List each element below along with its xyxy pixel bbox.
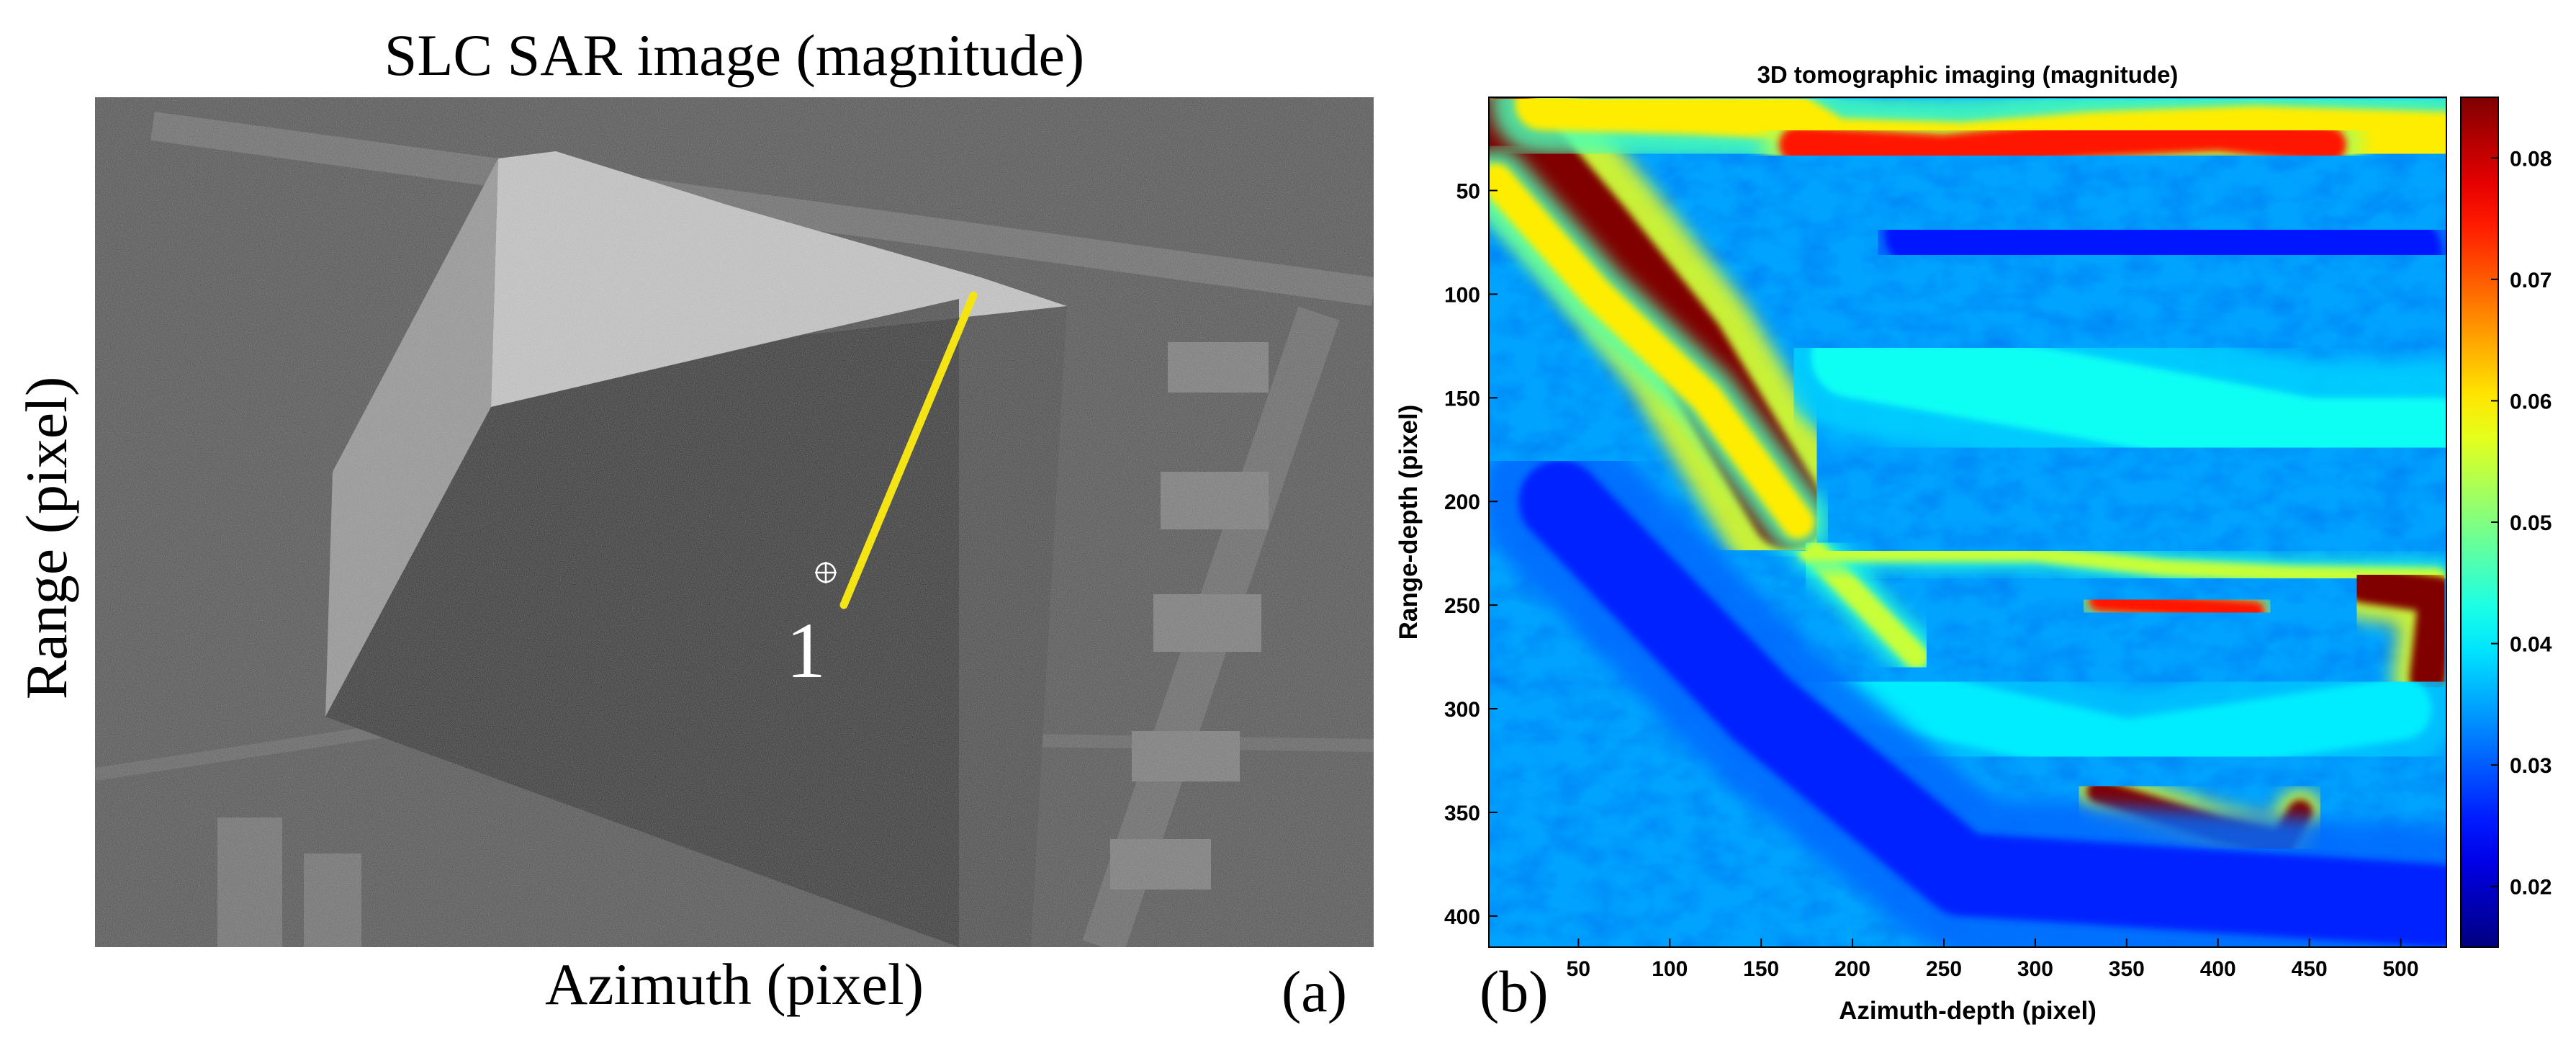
x-tick-label: 400	[2200, 957, 2236, 981]
x-tick-label: 100	[1652, 957, 1688, 981]
x-tick-label: 200	[1834, 957, 1870, 981]
y-tick-label: 250	[1444, 594, 1480, 618]
colorbar-tick-label: 0.07	[2510, 269, 2552, 292]
x-tick-label: 350	[2109, 957, 2145, 981]
colorbar-tick-label: 0.02	[2510, 876, 2552, 900]
feature-core-10	[1821, 657, 2432, 781]
sar-image-graphic: 1	[95, 97, 1374, 947]
colorbar-tick-label: 0.05	[2510, 511, 2552, 535]
feature-core-5	[2345, 565, 2446, 696]
colorbar-tick-label: 0.04	[2510, 633, 2552, 657]
x-tick-label: 450	[2292, 957, 2328, 981]
y-tick-label: 150	[1444, 387, 1480, 411]
x-tick-label: 250	[1926, 957, 1962, 981]
profile-line	[839, 291, 978, 609]
crosshair-marker	[815, 562, 837, 583]
colorbar-tick-label: 0.03	[2510, 754, 2552, 778]
heatmap-area	[1489, 97, 2446, 947]
feature-core-12	[1518, 460, 2446, 947]
x-tick-label: 500	[2383, 957, 2419, 981]
x-tick-label: 150	[1743, 957, 1779, 981]
sar-image-title: SLC SAR image (magnitude)	[384, 22, 1085, 88]
y-tick-label: 350	[1444, 802, 1480, 825]
sar-x-axis-label: Azimuth (pixel)	[544, 951, 924, 1017]
panel-label-a: (a)	[1282, 959, 1348, 1024]
x-axis-label: Azimuth-depth (pixel)	[1839, 997, 2097, 1025]
feature-core-11	[1884, 190, 2443, 295]
feature-core-4	[2089, 591, 2265, 622]
point-label: 1	[786, 606, 826, 694]
feature-core-8	[1779, 114, 2346, 172]
y-axis-label: Range-depth (pixel)	[1395, 405, 1423, 640]
y-tick-label: 200	[1444, 490, 1480, 514]
y-tick-label: 50	[1456, 180, 1480, 204]
chart-title: 3D tomographic imaging (magnitude)	[1757, 61, 2179, 88]
y-tick-label: 400	[1444, 905, 1480, 929]
colorbar-tick-label: 0.08	[2510, 147, 2552, 171]
colorbar-tick-label: 0.06	[2510, 390, 2552, 413]
x-tick-label: 300	[2017, 957, 2053, 981]
y-tick-label: 300	[1444, 698, 1480, 722]
panel-label-b: (b)	[1480, 959, 1549, 1024]
x-tick-label: 50	[1567, 957, 1590, 981]
sar-image: 1	[95, 97, 1374, 947]
feature-core-1	[1489, 163, 1814, 539]
feature-core-9	[1811, 315, 2446, 481]
y-tick-label: 100	[1444, 283, 1480, 307]
